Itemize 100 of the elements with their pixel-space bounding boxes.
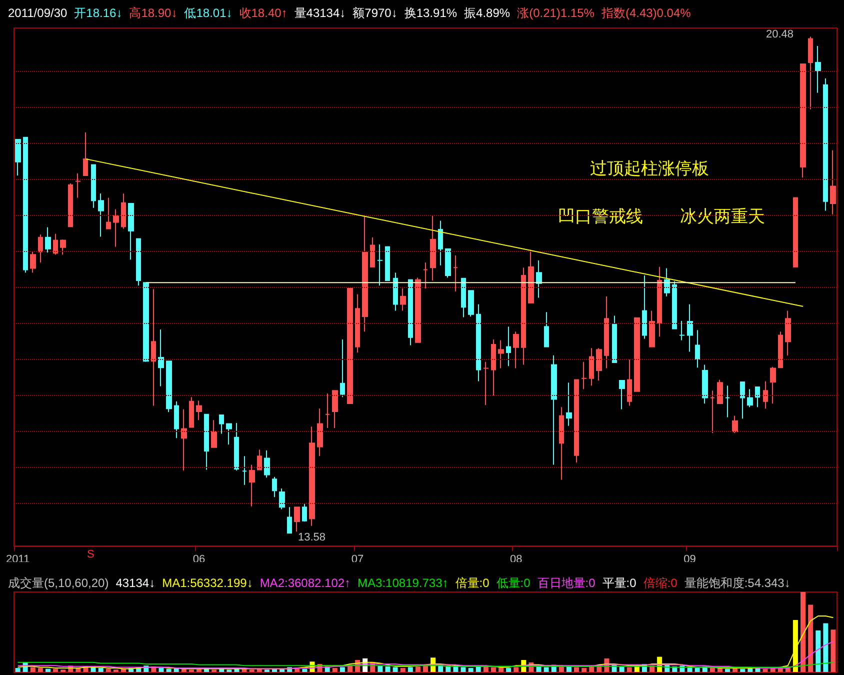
candlestick <box>151 288 156 406</box>
candlestick <box>249 464 255 507</box>
candlestick <box>332 390 338 429</box>
candlestick <box>264 450 270 478</box>
candlestick <box>400 288 406 312</box>
bar <box>90 667 96 672</box>
candlestick <box>687 304 693 352</box>
candlestick <box>619 380 625 410</box>
bar <box>53 668 58 672</box>
candlestick <box>536 260 542 298</box>
candlestick <box>778 331 783 368</box>
annotation: 20.48 <box>766 28 794 40</box>
candlestick <box>627 359 632 406</box>
bar <box>400 668 406 672</box>
candlestick <box>196 400 202 421</box>
candlestick <box>121 192 126 230</box>
candlestick <box>710 390 715 434</box>
candlestick <box>461 278 466 318</box>
candlestick <box>362 216 368 332</box>
candlestick <box>53 233 58 256</box>
candlestick <box>15 139 21 176</box>
candlestick <box>453 254 458 292</box>
candlestick <box>642 274 647 340</box>
candlestick <box>68 182 73 228</box>
candlestick <box>830 150 836 215</box>
candlestick <box>294 506 300 532</box>
candlestick <box>763 380 768 410</box>
bar <box>626 667 632 672</box>
candlestick <box>476 304 481 382</box>
candlestick <box>325 392 330 429</box>
candlestick <box>672 280 677 330</box>
candlestick <box>272 476 277 498</box>
bar <box>687 667 692 672</box>
bar <box>514 667 519 672</box>
candlestick <box>634 317 640 392</box>
candlestick <box>23 136 28 274</box>
candlestick <box>612 315 617 364</box>
bar <box>725 668 730 672</box>
candlestick <box>408 279 413 346</box>
candlestick <box>679 320 685 341</box>
candlestick <box>347 288 353 404</box>
candlestick <box>98 192 104 238</box>
candlestick <box>174 400 179 439</box>
candlestick <box>226 423 232 446</box>
bar <box>340 667 345 672</box>
candlestick <box>45 226 51 253</box>
candlestick <box>793 197 798 268</box>
candlestick <box>732 415 738 434</box>
candlestick <box>559 406 564 480</box>
candlestick <box>204 414 209 470</box>
candlestick <box>279 488 285 510</box>
candlestick <box>438 220 443 266</box>
text: 43134↓ MA1:56332.199↓ MA2:36082.102↑ MA3:10819.733↑ 倍量:0 低量:0 百日地量:0 平量:0 倍缩:0 量能饱和度:54.343↓ <box>116 576 790 590</box>
candlestick <box>717 379 723 404</box>
candlestick <box>649 310 655 348</box>
candlestick <box>317 408 323 457</box>
candlestick <box>513 331 519 369</box>
candlestick <box>755 386 760 408</box>
bar <box>800 592 806 672</box>
candlestick <box>91 164 96 208</box>
candlestick <box>370 236 375 268</box>
candlestick <box>355 294 360 353</box>
candlestick <box>377 244 383 286</box>
candlestick <box>785 310 791 356</box>
candlestick <box>800 63 806 178</box>
candlestick <box>158 328 164 387</box>
candlestick <box>815 45 821 94</box>
candlestick <box>695 330 700 368</box>
bar <box>30 667 36 672</box>
candlestick <box>189 396 194 428</box>
candlestick <box>596 348 602 382</box>
bar <box>490 667 496 672</box>
candlestick <box>664 268 670 297</box>
candlestick <box>234 422 239 471</box>
candlestick <box>740 381 745 420</box>
candlestick <box>528 249 534 304</box>
bar <box>544 667 549 672</box>
candlestick <box>551 354 557 466</box>
bar <box>408 667 413 672</box>
candlestick <box>38 234 43 264</box>
candlestick <box>75 172 81 198</box>
candlestick <box>491 339 496 396</box>
candlestick <box>287 506 292 534</box>
bar <box>15 668 20 672</box>
bar <box>378 666 383 672</box>
annotation: 过顶起柱涨停板 <box>590 159 709 178</box>
bar <box>332 668 338 672</box>
candlestick <box>725 385 730 418</box>
bar <box>574 667 580 672</box>
candlestick <box>589 348 594 386</box>
candlestick <box>211 420 217 448</box>
bar <box>762 668 768 672</box>
bar <box>302 668 308 672</box>
candlestick <box>483 361 489 406</box>
candlestick <box>430 215 436 282</box>
bar <box>506 668 512 672</box>
candlestick <box>544 312 549 348</box>
candlestick <box>702 364 708 404</box>
candlestick <box>747 388 753 408</box>
candlestick <box>393 272 398 312</box>
